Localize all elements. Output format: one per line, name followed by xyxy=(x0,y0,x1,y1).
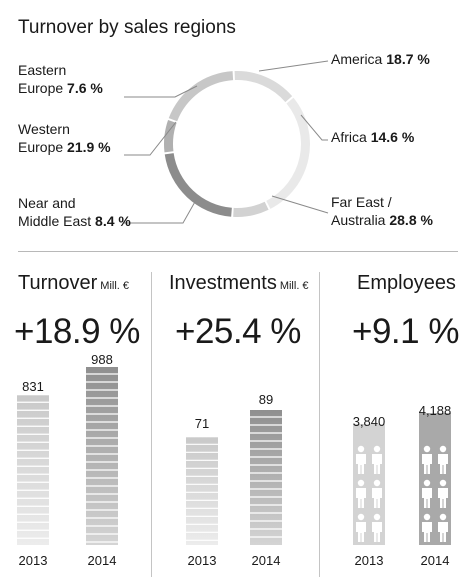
employees-change: +9.1 % xyxy=(352,312,459,351)
year-label: 2013 xyxy=(18,553,48,568)
donut-chart-title: Turnover by sales regions xyxy=(18,17,236,38)
leader-line-eastern-europe xyxy=(124,85,198,98)
region-value: 8.4 % xyxy=(95,213,131,229)
panel-title-text: Investments xyxy=(169,272,277,294)
donut-slice-africa xyxy=(234,70,293,103)
year-label: 2013 xyxy=(187,553,217,568)
region-value: 14.6 % xyxy=(370,129,415,145)
region-value: 7.6 % xyxy=(67,80,103,96)
panel-divider xyxy=(151,272,152,577)
region-name-line1: Eastern xyxy=(18,62,67,78)
region-value: 21.9 % xyxy=(67,139,111,155)
leader-line-america xyxy=(258,60,329,72)
bar-value-label: 4,188 xyxy=(418,403,452,418)
section-divider xyxy=(18,251,458,252)
region-value: 28.8 % xyxy=(389,212,433,228)
panel-unit: Mill. € xyxy=(279,280,309,292)
bar-value-label: 3,840 xyxy=(352,414,386,429)
region-value: 18.7 % xyxy=(386,51,430,67)
bar-employees-2014 xyxy=(419,413,451,545)
turnover-title: Turnover Mill. € xyxy=(18,272,129,295)
donut-slice-america xyxy=(168,71,234,122)
panel-title-text: Employees xyxy=(357,272,456,294)
region-name-line2: Europe xyxy=(18,139,64,155)
year-label: 2013 xyxy=(354,553,384,568)
bar-employees-2013 xyxy=(353,423,385,545)
employees-title: Employees xyxy=(357,272,456,295)
region-name: America xyxy=(331,51,383,67)
region-label-america: America 18.7 % xyxy=(331,50,430,68)
panel-title-text: Turnover xyxy=(18,272,98,294)
donut-slice-far-east-australia xyxy=(266,97,310,209)
region-label-western-europe: Western Europe 21.9 % xyxy=(18,120,111,156)
donut-slice-eastern-europe xyxy=(164,119,177,153)
panel-divider xyxy=(319,272,320,577)
region-label-far-east-australia: Far East / Australia 28.8 % xyxy=(331,193,433,229)
region-name-line1: Far East / xyxy=(331,194,392,210)
investments-title: Investments Mill. € xyxy=(169,272,309,295)
region-name-line2: Europe xyxy=(18,80,64,96)
bar-investments-2013 xyxy=(186,437,218,545)
bar-investments-2014 xyxy=(250,410,282,545)
bar-turnover-2014 xyxy=(86,367,118,545)
donut-slice-near-and-middle-east xyxy=(233,201,269,217)
region-name-line1: Western xyxy=(18,121,70,137)
leader-line-western-europe xyxy=(124,121,177,156)
region-label-eastern-europe: Eastern Europe 7.6 % xyxy=(18,61,103,97)
region-name-line2: Australia xyxy=(331,212,386,228)
year-label: 2014 xyxy=(420,553,450,568)
investments-change: +25.4 % xyxy=(175,312,301,351)
region-label-near-middle-east: Near and Middle East 8.4 % xyxy=(18,194,131,230)
bar-value-label: 988 xyxy=(91,352,113,367)
donut-slice-western-europe xyxy=(164,153,232,217)
turnover-change: +18.9 % xyxy=(14,312,140,351)
bar-value-label: 89 xyxy=(258,392,274,407)
bar-value-label: 831 xyxy=(22,379,44,394)
region-label-africa: Africa 14.6 % xyxy=(331,128,414,146)
bar-value-label: 71 xyxy=(194,416,210,431)
leader-line-near-east xyxy=(124,199,197,224)
leader-line-africa xyxy=(300,114,328,141)
bar-turnover-2013 xyxy=(17,395,49,545)
year-label: 2014 xyxy=(87,553,117,568)
leader-line-far-east xyxy=(271,195,329,214)
region-name-line2: Middle East xyxy=(18,213,92,229)
panel-unit: Mill. € xyxy=(100,280,130,292)
region-name-line1: Near and xyxy=(18,195,76,211)
region-name: Africa xyxy=(331,129,367,145)
year-label: 2014 xyxy=(251,553,281,568)
